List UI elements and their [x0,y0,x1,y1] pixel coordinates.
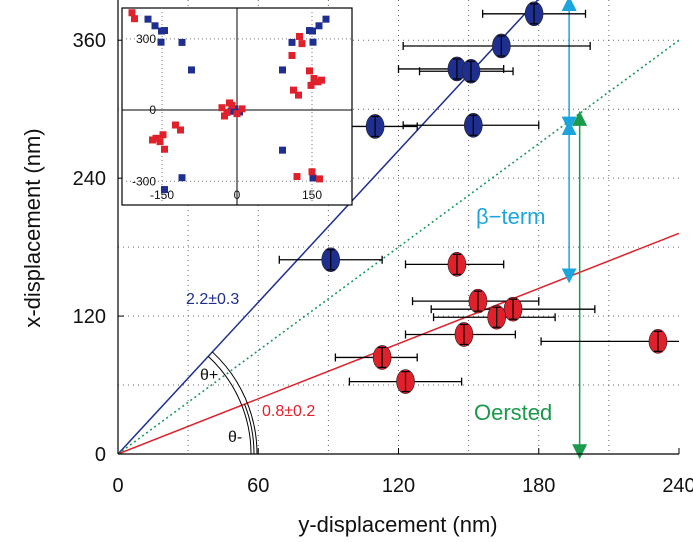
y-tick-label: 120 [73,306,106,328]
y-tick-label: 240 [73,168,106,190]
inset-point-s1 [226,99,233,107]
inset-point-s0 [144,15,152,23]
inset-point-s1 [310,74,318,82]
inset-point-s1 [131,15,138,23]
theta-plus-label: θ+ [200,367,218,384]
fit-label-blue: 2.2±0.3 [186,291,239,308]
inset-point-s0 [158,27,165,35]
theta-plus-arc [207,355,252,455]
inset-point-s1 [293,173,301,181]
inset-point-s0 [161,186,168,194]
inset-y-tick-label: -300 [132,174,156,188]
y-axis-title: x-displacement (nm) [20,128,45,327]
inset-point-s0 [279,66,286,74]
data-points [321,1,668,394]
inset-point-s1 [152,134,160,142]
inset-point-s1 [314,78,322,86]
fit-line-0 [118,0,539,454]
inset-point-s1 [307,81,315,89]
x-tick-label: 120 [382,475,415,497]
beta-term-label: β−term [476,204,546,229]
arrows [561,0,588,460]
x-axis-title: y-displacement (nm) [298,512,497,537]
inset-point-s1 [172,121,179,129]
inset-x-tick-label: -150 [150,188,174,202]
tick-labels: 0 60 120 180 240 0 120 240 360 [73,30,693,497]
inset-point-s1 [177,126,184,134]
inset-point-s0 [178,38,186,46]
fit-label-red: 0.8±0.2 [262,403,315,420]
x-tick-label: 60 [247,475,269,497]
theta-minus-label: θ- [228,429,242,446]
inset-point-s0 [315,22,323,30]
inset-point-s0 [322,15,330,23]
inset-point-s1 [128,9,136,17]
theta-plus-arc-outer [212,351,258,455]
inset-point-s1 [221,112,228,120]
inset-point-s0 [229,106,237,114]
oersted-label: Oersted [474,400,552,425]
inset-point-s1 [156,138,164,146]
angle-arcs [207,351,258,455]
inset-point-s1 [290,86,297,94]
inset-point-s0 [279,146,286,154]
error-bars [278,9,679,386]
inset-point-s1 [161,145,168,153]
inset-point-s1 [298,40,306,48]
inset-point-s1 [288,51,296,59]
inset-point-s1 [308,168,316,176]
inset-point-s0 [309,38,317,46]
inset-plot: -150 0 150 300 0 -300 [121,7,353,206]
inset-point-s1 [233,110,241,118]
inset-x-tick-label: 150 [302,188,322,202]
inset-point-s0 [157,38,165,46]
x-tick-label: 180 [522,475,555,497]
inset-point-s1 [238,105,246,113]
inset-point-s1 [306,67,313,75]
fit-line-2 [118,39,679,454]
inset-point-s0 [178,174,186,182]
inset-point-s1 [295,91,302,99]
y-tick-label: 0 [95,444,106,466]
inset-point-s0 [309,174,317,182]
inset-x-tick-label: 0 [234,188,241,202]
inset-y-tick-label: 300 [136,32,156,46]
inset-point-s1 [159,131,167,139]
inset-point-s1 [296,32,303,40]
inset-point-s0 [309,27,316,35]
axes [117,0,680,455]
theta-minus-arc [244,404,255,455]
inset-y-tick-label: 0 [149,103,156,117]
inset-point-s0 [188,66,195,74]
inset-point-s0 [151,22,159,30]
inset-point-s1 [218,104,226,112]
inset-point-s0 [288,38,296,46]
y-tick-label: 360 [73,30,106,52]
inset-point-s1 [223,108,231,116]
inset-point-s1 [316,175,323,183]
x-tick-label: 0 [112,475,123,497]
x-tick-label: 240 [662,475,693,497]
